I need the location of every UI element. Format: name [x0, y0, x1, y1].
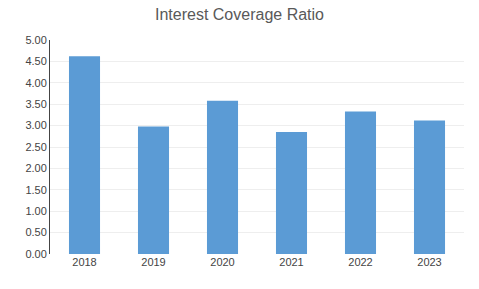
- svg-text:1.00: 1.00: [25, 205, 46, 217]
- svg-text:4.00: 4.00: [25, 77, 46, 89]
- svg-text:3.00: 3.00: [25, 119, 46, 131]
- svg-text:2.00: 2.00: [25, 162, 46, 174]
- svg-text:2020: 2020: [210, 256, 234, 268]
- svg-text:3.50: 3.50: [25, 98, 46, 110]
- svg-text:5.00: 5.00: [25, 34, 46, 46]
- svg-text:0.50: 0.50: [25, 226, 46, 238]
- svg-text:1.50: 1.50: [25, 184, 46, 196]
- svg-text:Interest Coverage Ratio: Interest Coverage Ratio: [155, 6, 324, 23]
- svg-text:2.50: 2.50: [25, 141, 46, 153]
- svg-text:2019: 2019: [141, 256, 165, 268]
- svg-text:2022: 2022: [348, 256, 372, 268]
- svg-text:2021: 2021: [279, 256, 303, 268]
- svg-text:2023: 2023: [417, 256, 441, 268]
- svg-text:2018: 2018: [72, 256, 96, 268]
- svg-text:0.00: 0.00: [25, 248, 46, 260]
- svg-text:4.50: 4.50: [25, 55, 46, 67]
